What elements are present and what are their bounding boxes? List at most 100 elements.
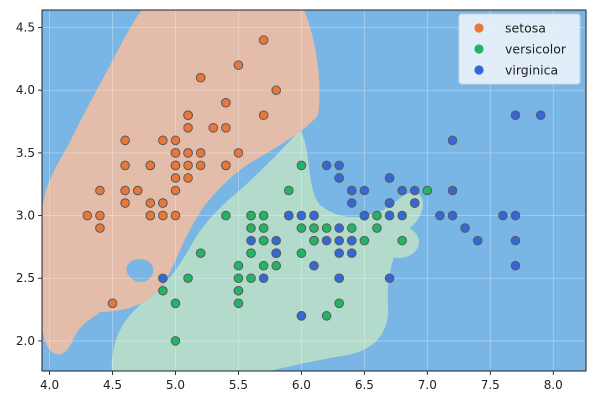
versicolor-point bbox=[296, 248, 307, 258]
versicolor-point bbox=[195, 248, 206, 258]
versicolor-point bbox=[359, 235, 370, 246]
setosa-point bbox=[170, 173, 181, 183]
x-tick-label: 8.0 bbox=[544, 378, 563, 392]
setosa-point bbox=[221, 123, 231, 133]
virginica-point bbox=[346, 235, 357, 246]
x-tick-label: 5.0 bbox=[166, 378, 185, 392]
x-tick-label: 4.5 bbox=[103, 378, 122, 392]
virginica-point bbox=[447, 210, 458, 221]
versicolor-point bbox=[397, 235, 407, 246]
virginica-point bbox=[384, 273, 395, 284]
virginica-point bbox=[510, 235, 521, 246]
legend-label-virginica: virginica bbox=[505, 63, 558, 78]
y-tick-label: 2.0 bbox=[16, 334, 35, 348]
setosa-point bbox=[95, 223, 105, 233]
virginica-point bbox=[510, 210, 521, 221]
virginica-point bbox=[309, 210, 319, 221]
setosa-point bbox=[158, 210, 168, 221]
setosa-point bbox=[170, 148, 181, 158]
x-tick-label: 5.5 bbox=[229, 378, 248, 392]
virginica-point bbox=[359, 185, 370, 196]
virginica-point bbox=[346, 248, 357, 258]
setosa-point bbox=[107, 298, 118, 309]
y-tick-label: 3.0 bbox=[16, 209, 35, 223]
x-tick-label: 6.0 bbox=[292, 378, 311, 392]
setosa-point bbox=[183, 173, 193, 183]
y-tick-label: 4.5 bbox=[16, 21, 35, 35]
versicolor-point bbox=[246, 248, 256, 258]
virginica-point bbox=[409, 185, 420, 196]
virginica-point bbox=[472, 235, 483, 246]
virginica-point bbox=[498, 210, 508, 221]
versicolor-point bbox=[183, 273, 193, 284]
virginica-point bbox=[334, 273, 344, 284]
virginica-point bbox=[271, 235, 282, 246]
legend-box bbox=[458, 13, 581, 85]
virginica-point bbox=[334, 235, 344, 246]
setosa-point bbox=[221, 97, 231, 108]
setosa-point bbox=[170, 210, 181, 221]
virginica-point bbox=[384, 173, 395, 183]
scatter-points bbox=[82, 35, 546, 346]
legend-label-versicolor: versicolor bbox=[505, 42, 567, 57]
versicolor-point bbox=[170, 298, 181, 309]
virginica-point bbox=[334, 173, 344, 183]
virginica-point bbox=[409, 198, 420, 208]
virginica-point bbox=[447, 185, 458, 196]
virginica-point bbox=[397, 210, 407, 221]
virginica-point bbox=[346, 185, 357, 196]
setosa-point bbox=[132, 185, 143, 196]
setosa-point bbox=[195, 160, 206, 171]
y-tick-label: 3.5 bbox=[16, 146, 35, 160]
versicolor-point bbox=[170, 336, 181, 346]
virginica-point bbox=[510, 260, 521, 271]
versicolor-point bbox=[372, 210, 382, 221]
virginica-point bbox=[334, 223, 344, 233]
versicolor-point bbox=[233, 260, 244, 271]
virginica-point bbox=[334, 160, 344, 171]
virginica-point bbox=[397, 185, 407, 196]
setosa-point bbox=[120, 160, 130, 171]
legend-marker-versicolor bbox=[474, 44, 484, 54]
setosa-point bbox=[208, 123, 219, 133]
versicolor-point bbox=[258, 223, 269, 233]
setosa-point bbox=[258, 35, 269, 45]
versicolor-point bbox=[309, 223, 319, 233]
virginica-point bbox=[510, 110, 521, 121]
legend-marker-setosa bbox=[474, 23, 484, 33]
setosa-decision-region bbox=[42, 10, 320, 355]
y-tick-label: 2.5 bbox=[16, 271, 35, 285]
legend: setosa versicolor virginica bbox=[458, 13, 581, 85]
virginica-point bbox=[435, 210, 445, 221]
virginica-point bbox=[158, 273, 168, 284]
virginica-point bbox=[384, 210, 395, 221]
versicolor-point bbox=[233, 298, 244, 309]
versicolor-point bbox=[334, 298, 344, 309]
setosa-point bbox=[183, 123, 193, 133]
setosa-point bbox=[95, 185, 105, 196]
setosa-point bbox=[120, 185, 130, 196]
setosa-point bbox=[145, 160, 156, 171]
setosa-point bbox=[183, 148, 193, 158]
setosa-point bbox=[145, 210, 156, 221]
setosa-point bbox=[183, 160, 193, 171]
y-axis: 2.0 2.5 3.0 3.5 4.0 4.5 bbox=[16, 21, 42, 348]
setosa-point bbox=[158, 198, 168, 208]
virginica-point bbox=[460, 223, 470, 233]
virginica-point bbox=[447, 135, 458, 146]
setosa-point bbox=[195, 72, 206, 83]
setosa-point bbox=[258, 110, 269, 121]
virginica-point bbox=[321, 235, 332, 246]
setosa-point bbox=[233, 148, 244, 158]
versicolor-point bbox=[233, 285, 244, 296]
versicolor-point bbox=[246, 273, 256, 284]
versicolor-point bbox=[321, 223, 332, 233]
versicolor-point bbox=[296, 223, 307, 233]
versicolor-point bbox=[271, 260, 282, 271]
legend-marker-virginica bbox=[474, 65, 484, 75]
versicolor-point bbox=[258, 210, 269, 221]
virginica-point bbox=[271, 248, 282, 258]
x-axis: 4.0 4.5 5.0 5.5 6.0 6.5 7.0 7.5 8.0 bbox=[40, 371, 563, 392]
setosa-point bbox=[82, 210, 93, 221]
